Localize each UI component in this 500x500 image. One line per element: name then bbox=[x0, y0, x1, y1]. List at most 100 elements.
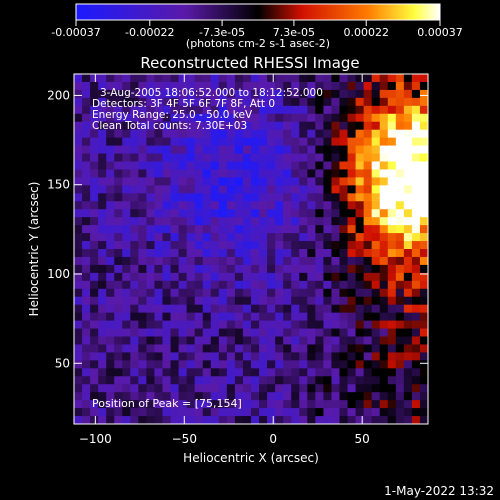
heatmap-cell bbox=[291, 344, 300, 353]
heatmap-cell bbox=[122, 81, 131, 91]
heatmap-cell bbox=[194, 376, 204, 385]
heatmap-cell bbox=[395, 129, 405, 139]
heatmap-cell bbox=[267, 89, 276, 99]
heatmap-cell bbox=[90, 129, 99, 139]
heatmap-cell bbox=[218, 288, 228, 298]
heatmap-cell bbox=[267, 217, 276, 226]
heatmap-cell bbox=[331, 233, 340, 242]
heatmap-cell bbox=[186, 264, 196, 274]
heatmap-cell bbox=[194, 193, 204, 202]
heatmap-cell bbox=[210, 408, 220, 417]
heatmap-cell bbox=[82, 272, 91, 282]
heatmap-cell bbox=[251, 416, 260, 425]
heatmap-cell bbox=[323, 241, 332, 250]
heatmap-cell bbox=[355, 249, 365, 258]
heatmap-cell bbox=[275, 280, 284, 290]
heatmap-cell bbox=[323, 272, 332, 282]
heatmap-cell bbox=[194, 129, 204, 139]
heatmap-cell bbox=[162, 249, 171, 258]
heatmap-cell bbox=[90, 217, 99, 226]
heatmap-cell bbox=[210, 400, 220, 409]
heatmap-cell bbox=[355, 193, 365, 202]
heatmap-cell bbox=[82, 368, 91, 377]
heatmap-cell bbox=[74, 233, 83, 242]
heatmap-cell bbox=[194, 272, 204, 282]
heatmap-cell bbox=[74, 185, 83, 194]
heatmap-cell bbox=[162, 264, 171, 274]
heatmap-cell bbox=[363, 177, 373, 186]
heatmap-cell bbox=[170, 81, 179, 91]
heatmap-cell bbox=[283, 201, 292, 210]
heatmap-cell bbox=[307, 185, 316, 194]
heatmap-cell bbox=[347, 105, 356, 115]
heatmap-cell bbox=[371, 209, 381, 218]
heatmap-cell bbox=[251, 217, 260, 226]
heatmap-cell bbox=[363, 241, 373, 250]
heatmap-cell bbox=[210, 360, 220, 369]
heatmap-cell bbox=[371, 105, 381, 115]
heatmap-cell bbox=[411, 264, 421, 274]
heatmap-cell bbox=[154, 137, 163, 146]
heatmap-cell bbox=[138, 105, 147, 115]
heatmap-cell bbox=[122, 328, 131, 337]
heatmap-cell bbox=[234, 137, 244, 146]
heatmap-cell bbox=[331, 328, 340, 337]
heatmap-cell bbox=[146, 241, 155, 250]
heatmap-cell bbox=[251, 368, 260, 377]
heatmap-cell bbox=[130, 169, 139, 178]
heatmap-cell bbox=[411, 217, 421, 226]
heatmap-cell bbox=[186, 392, 196, 401]
heatmap-cell bbox=[226, 185, 236, 194]
heatmap-cell bbox=[234, 209, 244, 218]
heatmap-cell bbox=[210, 81, 220, 91]
heatmap-cell bbox=[218, 137, 228, 146]
heatmap-cell bbox=[122, 97, 131, 107]
heatmap-cell bbox=[178, 153, 188, 162]
heatmap-cell bbox=[259, 145, 268, 154]
colorbar-scale bbox=[75, 3, 441, 21]
heatmap-cell bbox=[363, 256, 373, 266]
heatmap-cell bbox=[251, 256, 260, 266]
heatmap-cell bbox=[106, 217, 115, 226]
heatmap-cell bbox=[331, 376, 340, 385]
heatmap-cell bbox=[98, 320, 107, 329]
heatmap-cell bbox=[283, 272, 292, 282]
heatmap-cell bbox=[242, 296, 252, 306]
heatmap-cell bbox=[234, 105, 244, 115]
heatmap-cell bbox=[170, 97, 179, 107]
heatmap-cell bbox=[363, 368, 373, 377]
heatmap-cell bbox=[299, 272, 308, 282]
heatmap-cell bbox=[146, 256, 155, 266]
heatmap-cell bbox=[283, 74, 292, 83]
heatmap-cell bbox=[355, 81, 365, 91]
heatmap-cell bbox=[106, 129, 115, 139]
heatmap-cell bbox=[299, 288, 308, 298]
heatmap-cell bbox=[291, 201, 300, 210]
heatmap-cell bbox=[178, 304, 188, 314]
heatmap-cell bbox=[291, 89, 300, 99]
heatmap-cell bbox=[395, 137, 405, 146]
heatmap-cell bbox=[122, 352, 131, 361]
heatmap-cell bbox=[403, 161, 413, 170]
heatmap-cell bbox=[122, 225, 131, 234]
heatmap-cell bbox=[242, 408, 252, 417]
heatmap-cell bbox=[379, 161, 389, 170]
heatmap-cell bbox=[218, 225, 228, 234]
heatmap-cell bbox=[194, 145, 204, 154]
heatmap-cell bbox=[130, 288, 139, 298]
heatmap-cell bbox=[242, 312, 252, 321]
heatmap-cell bbox=[218, 113, 228, 123]
heatmap-cell bbox=[122, 233, 131, 242]
heatmap-cell bbox=[275, 185, 284, 194]
heatmap-cell bbox=[387, 97, 397, 107]
heatmap-cell bbox=[347, 89, 356, 99]
heatmap-cell bbox=[315, 384, 324, 393]
heatmap-cell bbox=[347, 272, 356, 282]
heatmap-cell bbox=[419, 416, 429, 425]
heatmap-cell bbox=[291, 74, 300, 83]
heatmap-cell bbox=[395, 209, 405, 218]
heatmap-cell bbox=[347, 400, 356, 409]
heatmap-cell bbox=[347, 185, 356, 194]
heatmap-cell bbox=[226, 113, 236, 123]
heatmap-cell bbox=[363, 169, 373, 178]
